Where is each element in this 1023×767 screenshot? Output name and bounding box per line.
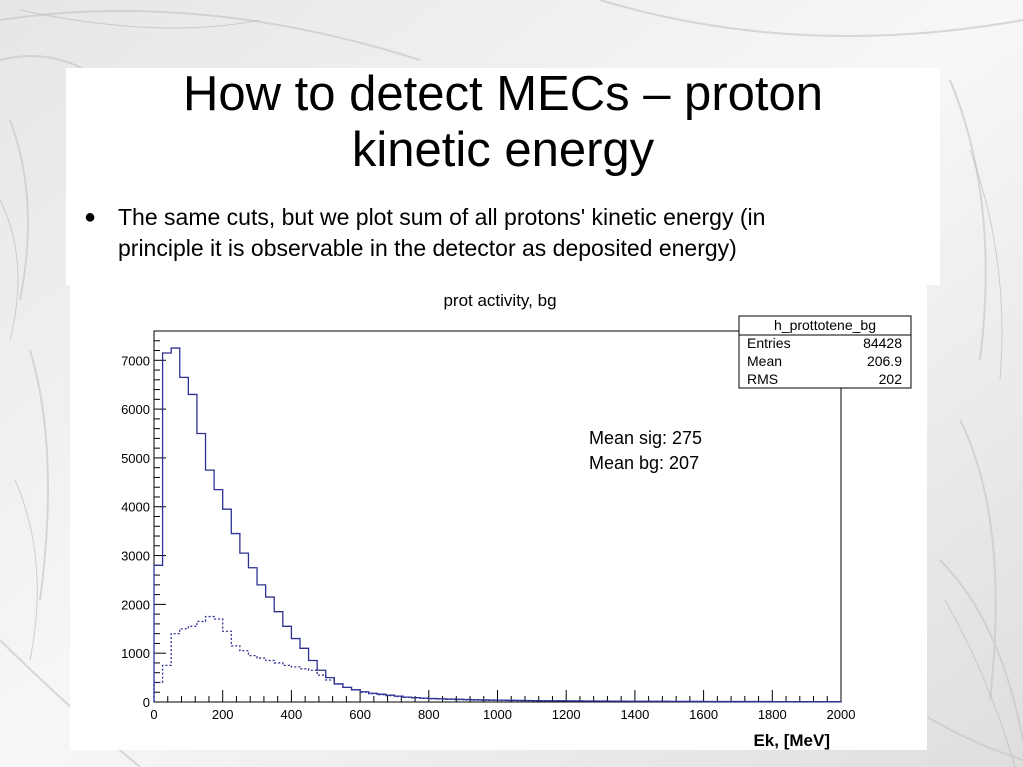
- y-tick-label: 7000: [121, 353, 150, 368]
- x-tick-label: 2000: [827, 707, 856, 722]
- x-tick-label: 600: [349, 707, 371, 722]
- stats-rms-value: 202: [879, 371, 903, 387]
- chart-title: prot activity, bg: [443, 291, 556, 310]
- bullet-dot-icon: ●: [84, 206, 97, 228]
- bullet-line-1: The same cuts, but we plot sum of all pr…: [118, 204, 766, 230]
- slide-title: How to detect MECs – proton kinetic ener…: [70, 66, 936, 178]
- slide-title-line-1: How to detect MECs – proton: [182, 67, 823, 121]
- x-tick-label: 1200: [552, 707, 581, 722]
- stats-box-title: h_prottotene_bg: [774, 317, 876, 333]
- y-tick-label: 1000: [121, 646, 150, 661]
- y-tick-label: 4000: [121, 500, 150, 515]
- x-tick-label: 400: [281, 707, 303, 722]
- plot-panel: prot activity, bg 0 1000 2000 3000 4000 5000 6…: [70, 284, 927, 750]
- x-tick-label: 1000: [483, 707, 512, 722]
- histogram-series-solid: [153, 347, 842, 703]
- annotation-mean-bg: Mean bg: 207: [589, 453, 699, 473]
- x-axis: 0 200 400 600 800 1000 1200 1400 1600 1800 2000: [150, 690, 855, 722]
- y-tick-label: 2000: [121, 597, 150, 612]
- x-axis-label: Ek, [MeV]: [753, 731, 830, 750]
- x-tick-label: 0: [150, 707, 157, 722]
- y-tick-label: 5000: [121, 451, 150, 466]
- bullet-text: The same cuts, but we plot sum of all pr…: [118, 202, 934, 264]
- x-tick-label: 200: [212, 707, 234, 722]
- stats-mean-label: Mean: [747, 353, 782, 369]
- y-tick-label: 3000: [121, 549, 150, 564]
- x-tick-label: 800: [418, 707, 440, 722]
- histogram-chart: prot activity, bg 0100020003000400050006…: [121, 291, 912, 750]
- title-panel: [66, 68, 940, 285]
- stats-entries-label: Entries: [747, 335, 791, 351]
- stats-entries-value: 84428: [863, 335, 902, 351]
- x-tick-label: 1800: [758, 707, 787, 722]
- stats-mean-value: 206.9: [867, 353, 902, 369]
- stats-rms-label: RMS: [747, 371, 778, 387]
- x-tick-label: 1600: [689, 707, 718, 722]
- plot-frame: [153, 330, 842, 703]
- bullet-line-2: principle it is observable in the detect…: [118, 235, 737, 261]
- stats-box: h_prottotene_bg Entries 84428 Mean 206.9…: [738, 315, 912, 389]
- y-tick-label: 0: [143, 695, 150, 710]
- y-axis: 0 1000 2000 3000 4000 5000 6000 7000: [121, 330, 166, 710]
- y-tick-label: 6000: [121, 402, 150, 417]
- series-layer: [153, 347, 842, 703]
- annotation-mean-sig: Mean sig: 275: [589, 428, 702, 448]
- histogram-series-dashed: [153, 615, 842, 703]
- x-tick-label: 1400: [620, 707, 649, 722]
- bullet-item: ● The same cuts, but we plot sum of all …: [84, 202, 934, 264]
- slide-title-line-2: kinetic energy: [351, 123, 655, 177]
